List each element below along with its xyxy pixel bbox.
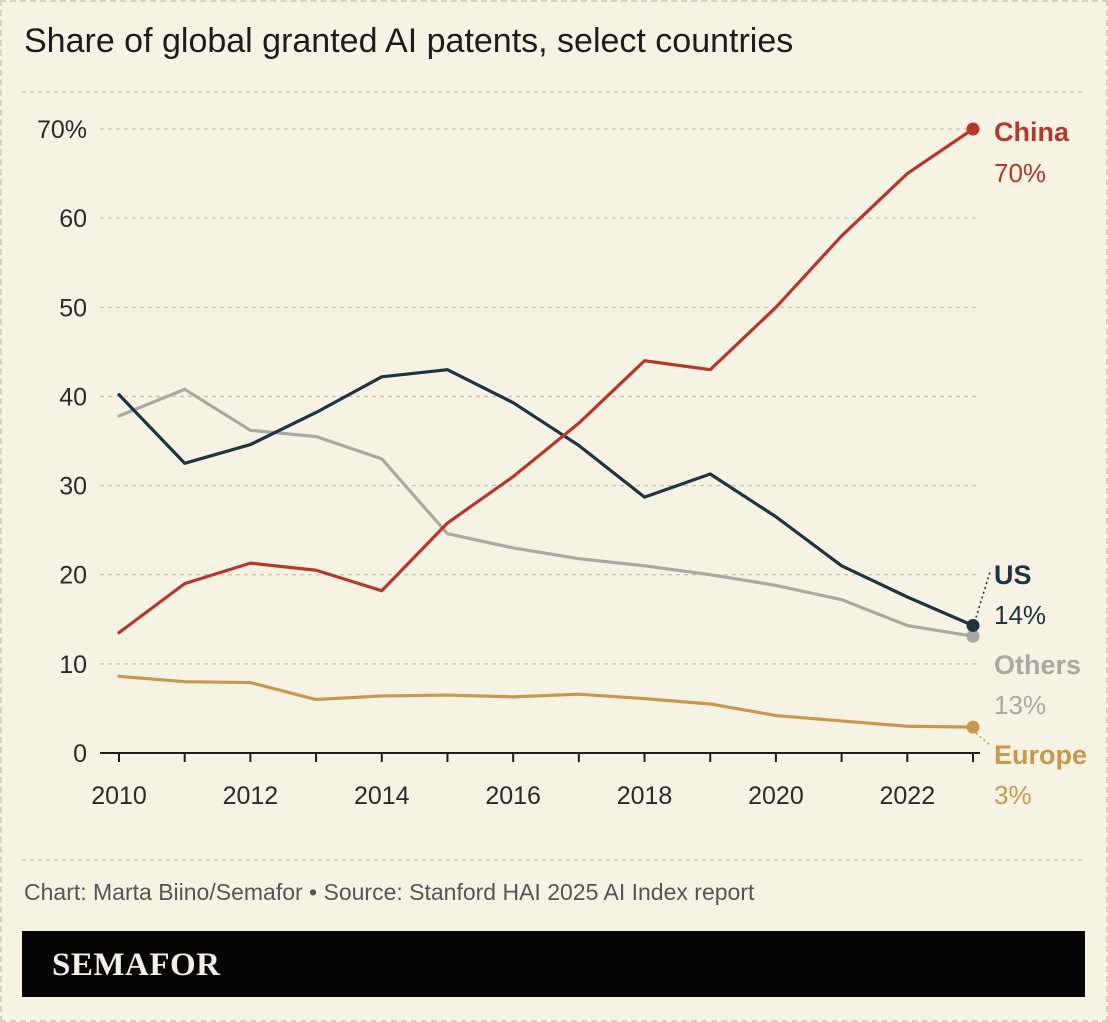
y-tick-label: 20	[59, 562, 87, 590]
series-value-others: 13%	[994, 690, 1046, 720]
series-value-china: 70%	[994, 158, 1046, 188]
chart-title: Share of global granted AI patents, sele…	[24, 22, 793, 60]
series-line-us	[117, 368, 975, 628]
y-tick-label: 50	[59, 294, 87, 322]
series-value-us: 14%	[994, 600, 1046, 630]
series-lines	[117, 122, 980, 734]
series-line-europe	[117, 674, 975, 729]
series-line-china	[117, 127, 975, 635]
endpoint-others	[966, 629, 980, 643]
y-tick-label: 10	[59, 651, 87, 679]
endpoint-us	[966, 619, 980, 633]
x-tick-label: 2014	[354, 782, 410, 810]
source-note: Chart: Marta Biino/Semafor • Source: Sta…	[24, 879, 755, 905]
x-tick-label: 2022	[879, 782, 935, 810]
x-tick-label: 2018	[617, 782, 673, 810]
brand-bar: SEMAFOR	[22, 931, 1085, 997]
endpoint-china	[966, 122, 980, 136]
series-name-others: Others	[994, 650, 1081, 680]
x-tick-label: 2012	[223, 782, 279, 810]
y-tick-label: 0	[73, 740, 87, 768]
y-axis-ticks: 0 10 20 30 40 50 60 70%	[37, 116, 87, 768]
series-labels: China 70% US 14% Others 13% Europe 3%	[975, 117, 1087, 810]
brand-logo: SEMAFOR	[52, 947, 221, 983]
y-tick-label: 60	[59, 205, 87, 233]
series-name-china: China	[994, 117, 1070, 147]
series-name-europe: Europe	[994, 740, 1087, 770]
leader-europe	[975, 732, 991, 746]
x-axis-ticks: 2010 2012 2014 2016 2018 2020 2022	[91, 753, 974, 810]
gridlines	[100, 128, 980, 754]
series-value-europe: 3%	[994, 780, 1032, 810]
y-tick-label: 30	[59, 473, 87, 501]
x-tick-label: 2016	[485, 782, 541, 810]
leader-us	[975, 571, 991, 618]
endpoint-europe	[966, 720, 980, 734]
x-tick-label: 2020	[748, 782, 804, 810]
x-tick-label: 2010	[91, 782, 147, 810]
y-tick-label: 70%	[37, 116, 87, 144]
series-name-us: US	[994, 560, 1032, 590]
y-tick-label: 40	[59, 383, 87, 411]
series-line-others	[117, 387, 975, 638]
